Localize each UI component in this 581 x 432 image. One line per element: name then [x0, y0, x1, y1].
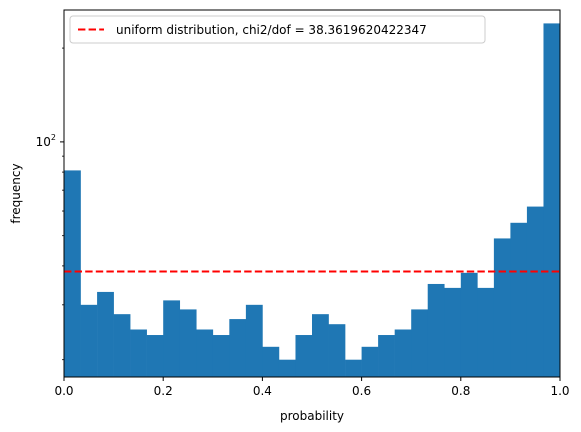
- histogram-bar: [64, 170, 81, 377]
- histogram-bar: [427, 283, 445, 377]
- x-tick-label: 0.4: [253, 384, 272, 398]
- histogram-bar: [278, 359, 296, 377]
- histogram-bar: [312, 314, 329, 377]
- legend-box: [69, 15, 486, 44]
- histogram-bar: [146, 335, 164, 377]
- histogram-bar: [394, 329, 412, 377]
- histogram-bar: [510, 222, 528, 377]
- x-axis-label: probability: [280, 409, 344, 423]
- histogram-bars: [64, 23, 561, 378]
- legend-label: uniform distribution, chi2/dof = 38.3619…: [116, 23, 427, 37]
- y-axis-label: frequency: [9, 163, 23, 223]
- histogram-bar: [113, 314, 131, 377]
- histogram-bar: [361, 346, 379, 377]
- x-axis: 0.0 0.2 0.4 0.6 0.8 1.0: [54, 377, 570, 398]
- x-tick-label: 0.8: [451, 384, 470, 398]
- histogram-bar: [378, 335, 395, 377]
- histogram-bar: [130, 329, 147, 377]
- histogram-bar: [229, 319, 247, 377]
- x-tick-label: 0.0: [54, 384, 73, 398]
- histogram-bar: [262, 346, 280, 377]
- x-tick-label: 0.2: [154, 384, 173, 398]
- histogram-bar: [526, 206, 544, 377]
- plot-frame: [63, 9, 561, 378]
- histogram-bar: [212, 335, 230, 377]
- histogram-bar: [80, 304, 98, 377]
- histogram-bar: [411, 309, 429, 377]
- histogram-bar: [295, 335, 313, 377]
- x-tick-label: 1.0: [550, 384, 569, 398]
- histogram-bar: [543, 23, 561, 378]
- histogram-bar: [179, 309, 197, 377]
- histogram-bar: [493, 238, 511, 377]
- histogram-bar: [163, 300, 181, 377]
- x-tick-label: 0.6: [352, 384, 371, 398]
- histogram-bar: [444, 287, 462, 377]
- legend: uniform distribution, chi2/dof = 38.3619…: [69, 15, 486, 44]
- histogram-bar: [477, 287, 495, 377]
- y-axis: 102: [36, 47, 64, 361]
- histogram-bar: [345, 359, 362, 377]
- histogram-bar: [196, 329, 214, 377]
- histogram-bar: [460, 272, 478, 377]
- y-tick-label: 102: [36, 133, 56, 149]
- histogram-bar: [328, 324, 346, 377]
- histogram-bar: [245, 304, 263, 377]
- histogram-bar: [97, 291, 114, 377]
